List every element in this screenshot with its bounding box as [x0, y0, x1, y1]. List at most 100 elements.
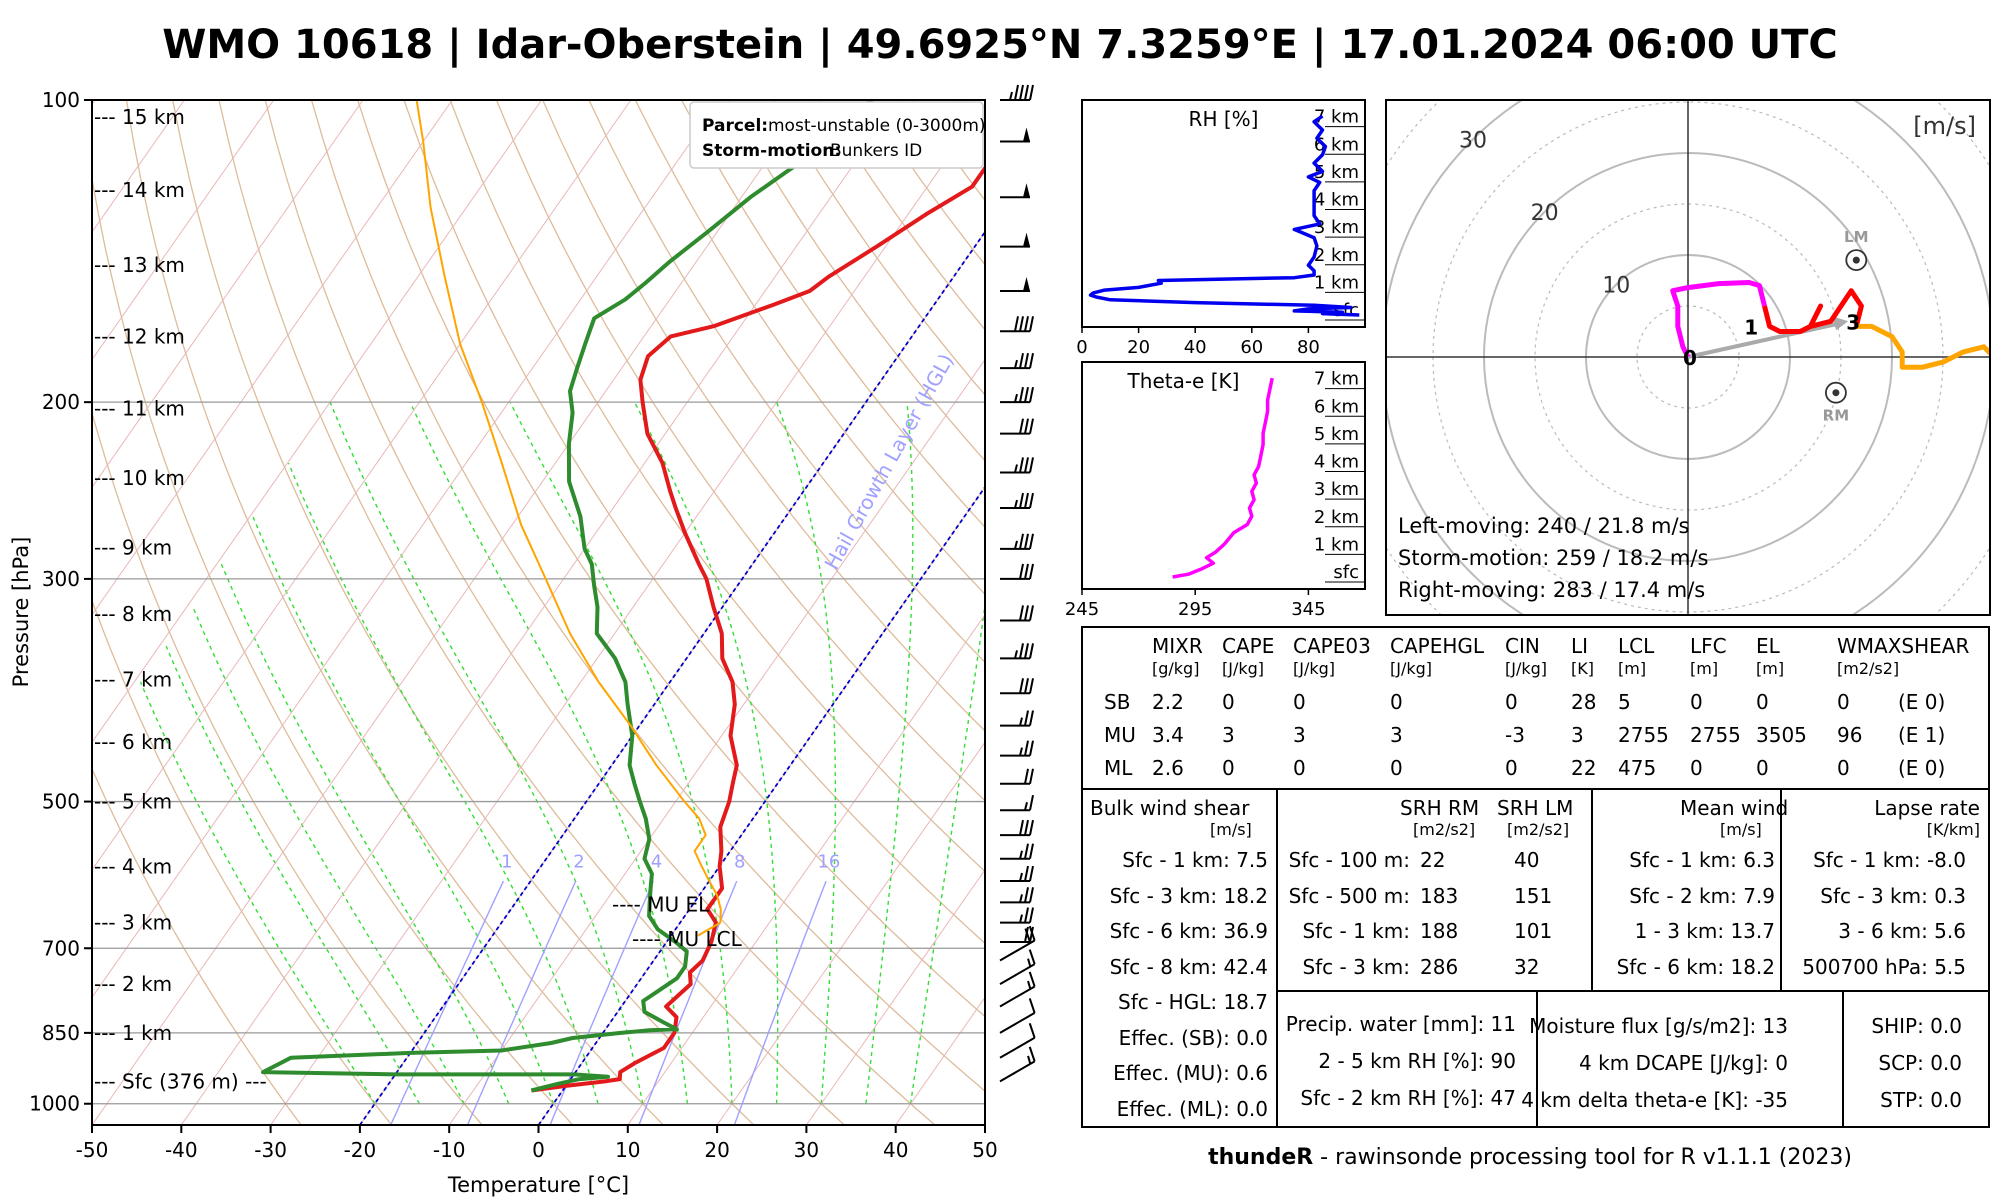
wind-barb — [1000, 768, 1034, 785]
table-header: EL — [1756, 634, 1780, 658]
wind-barb-half — [1019, 850, 1023, 859]
wet-adiabat — [139, 681, 376, 1105]
mixing-ratio-label: 4 — [651, 852, 662, 873]
profile-title: Theta-e [K] — [1127, 369, 1240, 393]
wind-barb-shape — [1000, 563, 1034, 580]
wind-barb-shape — [1000, 492, 1034, 510]
mixing-ratio-line — [638, 880, 738, 1125]
wind-barb-flag — [1024, 563, 1029, 580]
wind-barb-shape — [1000, 795, 1034, 812]
table-cell: 3 — [1293, 723, 1306, 747]
wind-barb-flag — [1029, 563, 1034, 580]
wind-barb-shape — [1000, 907, 1034, 924]
x-tick-label: 50 — [972, 1138, 997, 1162]
bulk-row: Sfc - 8 km: 42.4 — [1109, 954, 1268, 979]
wind-barb — [1000, 183, 1030, 199]
table-unit: [J/kg] — [1222, 659, 1265, 678]
bulk-row: Effec. (MU): 0.6 — [1113, 1061, 1268, 1085]
srh-rm-value: 286 — [1420, 954, 1459, 979]
wind-barb — [1000, 643, 1034, 660]
wind-barb-shape — [1000, 457, 1034, 474]
dry-adiabat — [495, 100, 985, 802]
profile-height-label: sfc — [1333, 562, 1359, 583]
wind-barb-flag — [1029, 492, 1034, 509]
dry-adiabat — [449, 100, 985, 873]
mixing-ratio-line — [733, 880, 827, 1125]
profile-line — [1088, 114, 1360, 317]
height-label: --- 7 km — [94, 668, 172, 692]
wind-barb-flag — [1029, 887, 1034, 903]
srh-row-label: Sfc - 1 km: — [1302, 919, 1410, 943]
wind-barb-shape — [1000, 605, 1034, 622]
hodo-trace — [1670, 280, 1767, 359]
x-tick-label: -20 — [344, 1138, 377, 1162]
mean-unit: [m/s] — [1720, 820, 1762, 839]
wind-barb-flag — [1024, 533, 1029, 550]
table-cell: 0 — [1690, 756, 1703, 780]
table-cell: 0 — [1390, 756, 1403, 780]
bulk-title: Bulk wind shear — [1090, 796, 1250, 820]
table-vline — [1591, 788, 1593, 990]
mean-row: Sfc - 6 km: 18.2 — [1616, 954, 1775, 979]
bulk-unit: [m/s] — [1210, 820, 1252, 839]
x-tick-label: -30 — [254, 1138, 287, 1162]
wind-barb-flag — [1024, 928, 1032, 944]
wind-barb-staff — [999, 963, 1036, 985]
table-unit: [J/kg] — [1505, 659, 1548, 678]
srh-lm-value: 40 — [1514, 848, 1540, 872]
legend-box — [689, 101, 984, 169]
table-cell: 3 — [1571, 723, 1584, 747]
x-tick-label: 10 — [615, 1138, 640, 1162]
wind-barb-flag — [1029, 457, 1034, 473]
bulk-row: Sfc - 3 km: 18.2 — [1109, 883, 1268, 908]
srh-row-label: Sfc - 3 km: — [1302, 954, 1410, 979]
bulk-row: Effec. (ML): 0.0 — [1116, 1096, 1268, 1121]
table-header: MIXR — [1152, 634, 1203, 658]
wind-barb-half — [1014, 464, 1018, 473]
profile-height-label: 1 km — [1314, 534, 1359, 555]
table-unit: [m2/s2] — [1837, 659, 1900, 678]
x-axis-label: Temperature [°C] — [447, 1173, 629, 1197]
table-row-name: SB — [1104, 690, 1131, 714]
profile-x-tick-label: 245 — [1065, 599, 1099, 620]
wind-barb — [999, 998, 1036, 1034]
wind-barb — [1000, 84, 1034, 101]
height-label: --- 9 km — [94, 535, 172, 559]
table-row-name: MU — [1104, 723, 1136, 747]
table-cell: 0 — [1756, 690, 1769, 714]
lapse-title: Lapse rate — [1874, 796, 1980, 820]
table-unit: [K] — [1571, 659, 1594, 678]
hgl-boundary-line — [537, 485, 985, 1125]
wind-barb-shape — [1000, 819, 1034, 837]
dry-adiabat — [357, 100, 985, 1018]
wind-barb — [999, 971, 1036, 1008]
table-cell: (E 1) — [1898, 723, 1946, 747]
table-header: CAPE — [1222, 634, 1275, 658]
wind-barb-shape — [1000, 418, 1034, 435]
y-tick-label: 1000 — [29, 1092, 80, 1116]
wind-barb — [1000, 605, 1034, 622]
wind-barb-flag — [1028, 925, 1036, 941]
wind-barb-flag — [1029, 418, 1034, 434]
wind-barb-shape — [1000, 183, 1030, 199]
table-cell: 22 — [1571, 756, 1597, 780]
profile-height-label: 5 km — [1314, 162, 1359, 183]
y-tick-label: 100 — [42, 88, 80, 112]
wind-barb — [1000, 457, 1034, 474]
isotherm — [270, 103, 985, 1125]
misc-row: Sfc - 2 km RH [%]: 47 — [1300, 1086, 1516, 1110]
table-unit: [J/kg] — [1293, 659, 1336, 678]
legend-parcel-label: Parcel: — [702, 116, 768, 136]
mixing-ratio-label: 16 — [817, 852, 840, 873]
wind-barb-half — [1019, 894, 1023, 903]
wind-barb-shape — [999, 1046, 1036, 1083]
storm-motion-dot — [1832, 389, 1840, 397]
x-tick-label: 0 — [532, 1138, 545, 1162]
wind-barb-flag — [1028, 1022, 1036, 1039]
hodo-mean-arrowhead — [1832, 316, 1849, 331]
y-tick-label: 700 — [42, 936, 80, 960]
isotherm — [716, 741, 985, 1125]
wind-barb — [999, 949, 1036, 985]
table-vline — [1780, 788, 1782, 990]
